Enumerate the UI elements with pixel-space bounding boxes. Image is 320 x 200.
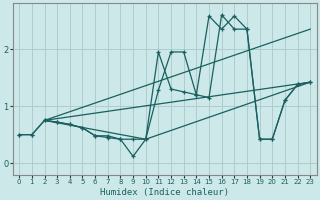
X-axis label: Humidex (Indice chaleur): Humidex (Indice chaleur) (100, 188, 229, 197)
